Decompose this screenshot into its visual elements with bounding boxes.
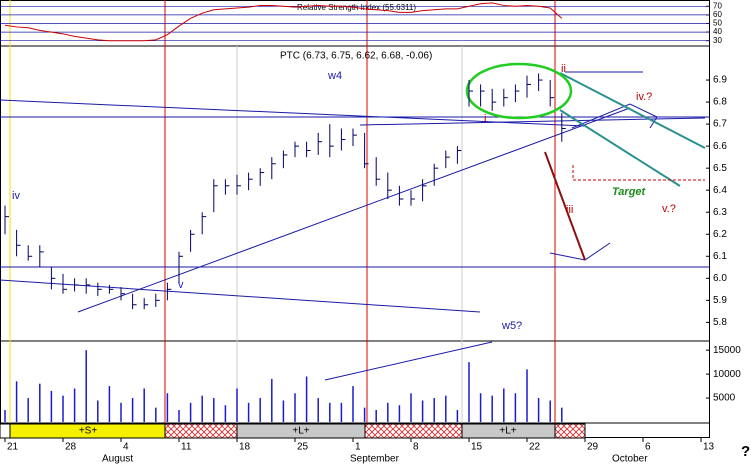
- strip-box: [0, 423, 11, 439]
- projection-line: [544, 151, 586, 261]
- trendline: [77, 107, 631, 313]
- price-title: PTC (6.73, 6.75, 6.62, 6.68, -0.06): [280, 51, 432, 62]
- y-tick-label: 70: [713, 1, 722, 10]
- month-label: October: [612, 454, 648, 464]
- strip-label: +L+: [499, 426, 516, 437]
- x-tick-label: 21: [7, 442, 19, 453]
- highlight-ellipse: [465, 62, 573, 120]
- x-tick-label: 29: [587, 442, 599, 453]
- y-tick-label: 6.4: [713, 185, 727, 196]
- annotation: v: [178, 279, 184, 291]
- x-tick-label: 11: [181, 442, 192, 453]
- annotation: ii: [561, 63, 566, 75]
- x-tick-label: 18: [239, 442, 251, 453]
- frame: [0, 0, 710, 438]
- x-tick-label: 22: [529, 442, 541, 453]
- y-tick-label: 10000: [713, 369, 741, 380]
- annotation: iv: [12, 190, 20, 202]
- target-line: [572, 165, 705, 181]
- y-tick-label: 6.2: [713, 229, 727, 240]
- rsi-line: [4, 2, 563, 42]
- corner-mark: ?: [741, 443, 750, 460]
- annotation: iii: [566, 204, 573, 216]
- y-tick-label: 5.8: [713, 317, 727, 328]
- channel-line: [559, 72, 706, 149]
- y-tick-label: 6.1: [713, 251, 727, 262]
- trendline: [571, 103, 658, 129]
- month-label: September: [350, 454, 400, 464]
- strip-label: +L+: [292, 426, 309, 437]
- y-tick-label: 6.3: [713, 207, 727, 218]
- y-tick-label: 6.0: [713, 273, 727, 284]
- x-tick-label: 6: [645, 442, 651, 453]
- trendline: [0, 279, 481, 313]
- y-tick-label: 5000: [713, 393, 736, 404]
- trendline: [324, 341, 493, 381]
- strip-box: [364, 423, 463, 439]
- y-tick-label: 60: [713, 10, 722, 19]
- month-label: August: [102, 454, 133, 464]
- strip-box: [164, 423, 238, 439]
- strip-box: [554, 423, 586, 439]
- y-tick-label: 6.8: [713, 97, 727, 108]
- y-tick-label: 30: [713, 36, 722, 45]
- annotation: Target: [612, 186, 647, 198]
- x-tick-label: 4: [123, 442, 129, 453]
- annotation: i: [484, 113, 486, 125]
- y-tick-label: 6.6: [713, 141, 727, 152]
- y-tick-label: 6.9: [713, 75, 727, 86]
- x-tick-label: 1: [355, 442, 361, 453]
- x-tick-label: 13: [703, 442, 715, 453]
- y-tick-label: 6.7: [713, 119, 727, 130]
- y-tick-label: 40: [713, 27, 722, 36]
- annotation: v.?: [662, 203, 676, 215]
- trendline: [0, 99, 586, 127]
- annotation: iv.?: [636, 91, 652, 103]
- annotation: w4: [327, 70, 342, 82]
- x-tick-label: 15: [471, 442, 483, 453]
- strip-label: +S+: [79, 426, 98, 437]
- x-tick-label: 25: [297, 442, 309, 453]
- annotation: w5?: [501, 320, 522, 332]
- y-tick-label: 5.9: [713, 295, 727, 306]
- channel-line: [559, 109, 681, 187]
- x-tick-label: 8: [413, 442, 419, 453]
- y-tick-label: 50: [713, 19, 722, 28]
- x-tick-label: 28: [65, 442, 77, 453]
- y-tick-label: 6.5: [713, 163, 727, 174]
- y-tick-label: 15000: [713, 345, 741, 356]
